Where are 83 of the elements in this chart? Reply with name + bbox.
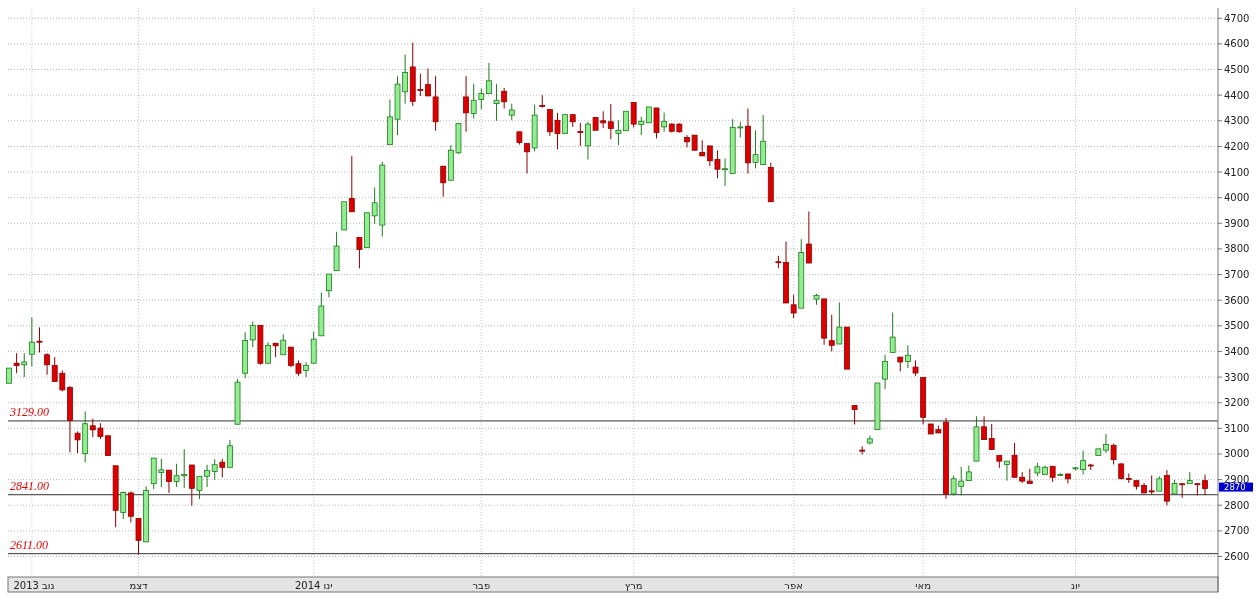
x-tick-label: נוב 2013 (13, 580, 55, 591)
y-tick-label: 3500 (1224, 320, 1250, 332)
y-tick-label: 4100 (1224, 166, 1250, 178)
ref-line-label: 2841.00 (10, 478, 49, 493)
x-tick-label: פבר (472, 580, 491, 591)
candlestick (501, 87, 508, 109)
candlestick (21, 352, 28, 378)
candlestick (13, 352, 20, 374)
y-tick-label: 3300 (1224, 371, 1250, 383)
x-tick-label: ינו 2014 (294, 580, 333, 591)
y-tick-label: 2700 (1224, 525, 1250, 537)
candlestick (188, 464, 195, 507)
candlestick (1110, 443, 1117, 465)
candlestick (585, 121, 591, 160)
y-tick-label: 3700 (1224, 269, 1250, 281)
y-tick-label: 4300 (1224, 115, 1250, 127)
candlestick (326, 273, 332, 298)
x-tick-label: דצמ (129, 580, 149, 591)
candlestick (790, 294, 797, 319)
y-tick-label: 3200 (1224, 397, 1250, 409)
candlestick (211, 458, 218, 481)
ref-line-label: 3129.00 (9, 404, 49, 419)
y-tick-label: 2600 (1224, 551, 1250, 562)
candlestick (981, 415, 987, 441)
y-tick-label: 3900 (1224, 217, 1250, 229)
y-tick-label: 3600 (1224, 294, 1250, 306)
candlestick (805, 211, 812, 264)
y-tick-label: 4600 (1224, 38, 1250, 50)
y-tick-label: 3000 (1224, 448, 1250, 460)
candlestick (905, 344, 911, 369)
candlestick (1179, 483, 1186, 499)
y-tick-label: 3400 (1224, 345, 1250, 357)
candlestick (1148, 475, 1155, 495)
y-tick-label: 2800 (1224, 499, 1250, 511)
candlestick (249, 320, 256, 348)
candlestick (127, 490, 134, 523)
candlestick (889, 311, 896, 353)
candlestick (661, 112, 668, 133)
x-tick-label: אפר (784, 580, 803, 591)
candlestick (120, 490, 127, 520)
candlestick (219, 458, 226, 478)
candlestick (607, 103, 614, 140)
candlestick (356, 236, 363, 269)
candlestick (463, 75, 469, 133)
candlestick (638, 116, 645, 136)
candlestick (265, 341, 271, 364)
candlestick (74, 430, 81, 454)
candlestick (828, 314, 835, 352)
candlestick (135, 518, 142, 556)
candlestick (28, 316, 35, 368)
candlestick (227, 439, 233, 468)
candlestick (836, 302, 843, 345)
y-tick-label: 4000 (1224, 192, 1250, 204)
x-tick-label: יונ (1071, 580, 1080, 591)
candlestick (630, 102, 637, 128)
candlestick (524, 143, 530, 175)
candlestick (1004, 460, 1010, 482)
candlestick (303, 361, 309, 378)
candlestick (36, 326, 43, 353)
candlestick (851, 405, 858, 425)
candlestick (440, 165, 447, 198)
candlestick (882, 354, 888, 390)
ref-line-label: 2611.00 (10, 537, 49, 552)
candlestick (166, 469, 172, 494)
y-tick-label: 4400 (1224, 89, 1250, 101)
x-tick-label: מאי (915, 580, 931, 591)
candlestick (478, 87, 485, 110)
candlestick (577, 122, 584, 147)
candlestick (44, 352, 50, 376)
y-tick-label: 4200 (1224, 140, 1250, 152)
x-tick-label: מרץ (624, 580, 643, 591)
candlestick (562, 114, 568, 135)
y-tick-label: 3100 (1224, 422, 1250, 434)
candlestick (988, 423, 995, 451)
y-tick-label: 4500 (1224, 64, 1250, 76)
candlestick (280, 333, 287, 356)
y-tick-label: 3800 (1224, 243, 1250, 255)
candlestick (486, 62, 492, 95)
candlestick (470, 83, 477, 119)
candlestick (493, 83, 500, 122)
y-tick-label: 4700 (1224, 12, 1250, 24)
candlestick (348, 155, 355, 213)
candlestick (722, 157, 728, 187)
